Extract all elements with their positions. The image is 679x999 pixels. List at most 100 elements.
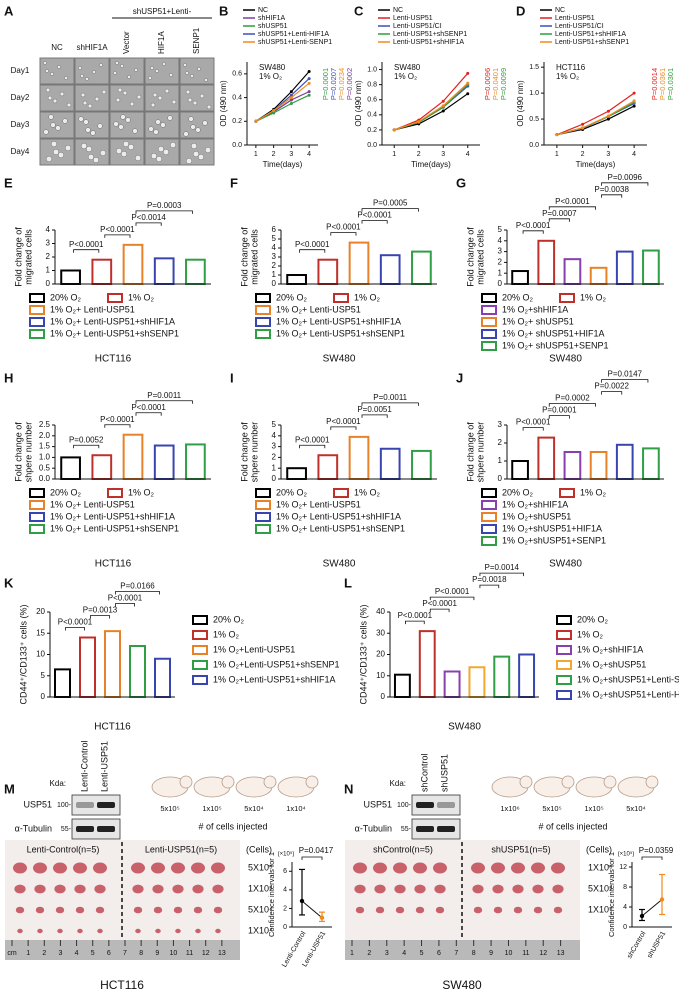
tumor <box>93 862 107 874</box>
cell-line: SW480 <box>442 978 482 992</box>
bracket <box>405 620 425 625</box>
p-value: P=0.0147 <box>608 370 643 379</box>
point <box>606 117 610 121</box>
cell <box>120 150 127 157</box>
tumor <box>37 928 43 934</box>
column-label: SENP1 <box>192 27 201 54</box>
lane-label: shUSP51 <box>439 754 449 792</box>
bracket <box>361 402 419 406</box>
panel-label: I <box>230 370 234 385</box>
legend-label: 1% O₂ <box>128 292 155 302</box>
y-tick-label: 10 <box>376 671 385 680</box>
legend-swatch <box>556 615 572 625</box>
cell <box>80 74 84 78</box>
cell-count: 5x10⁵ <box>160 804 179 813</box>
y-tick-label: 3 <box>46 239 51 248</box>
tumor <box>435 906 445 914</box>
cell-line: SW480 <box>323 559 356 570</box>
legend-label: 20% O₂ <box>213 614 245 624</box>
row-label: 1X10⁶ <box>588 862 613 872</box>
ruler-label: 13 <box>218 950 226 957</box>
series-line <box>394 72 469 131</box>
ruler-label: 4 <box>75 950 79 957</box>
blot-row-label: α-Tubulin <box>15 823 52 833</box>
cell <box>43 129 49 135</box>
cell <box>50 72 54 76</box>
cell <box>164 88 170 94</box>
legend-label: 1% O₂+ Lenti-USP51+shSENP1 <box>50 328 179 338</box>
cell <box>204 78 208 82</box>
cell-line: HCT116 <box>100 978 144 992</box>
legend-swatch <box>29 305 45 315</box>
legend-label: 20% O₂ <box>276 487 308 497</box>
bar <box>317 258 339 286</box>
y-tick-label: 2 <box>283 905 287 912</box>
p-value: P=0.0301 <box>666 68 675 100</box>
row-label: Day4 <box>11 147 30 156</box>
p-value: P=0.0401 <box>491 68 500 100</box>
legend-swatch <box>29 293 45 303</box>
tumor <box>211 862 225 874</box>
p-value: P<0.0001 <box>108 594 143 603</box>
bar <box>286 467 307 481</box>
tumor <box>551 862 565 874</box>
micrograph <box>144 57 180 85</box>
series-line <box>394 82 469 131</box>
p-value: P=0.0166 <box>120 582 155 591</box>
legend-label: 1% O₂+ Lenti-USP51+shHIF1A <box>50 511 175 521</box>
point <box>606 109 610 113</box>
cell <box>148 76 152 80</box>
ruler <box>5 940 240 960</box>
blot-kda: 55- <box>61 826 72 833</box>
cell <box>150 66 154 70</box>
blot-band <box>437 826 455 832</box>
x-tick-label: 1 <box>555 151 559 158</box>
cell <box>80 142 87 149</box>
legend-swatch <box>192 645 208 655</box>
legend-swatch <box>333 293 349 303</box>
cell-count: 1x10⁵ <box>584 804 603 813</box>
tumor <box>552 884 564 894</box>
cell-line: SW480 <box>323 354 356 365</box>
tumor <box>171 862 185 874</box>
cell <box>97 123 103 129</box>
cell <box>85 77 89 81</box>
ruler-label: cm <box>7 950 17 957</box>
cell <box>183 63 187 67</box>
panel-label: H <box>4 370 13 385</box>
legend-swatch <box>255 293 271 303</box>
cell <box>99 149 106 156</box>
mouse-head <box>561 775 575 789</box>
y-tick-label: 2 <box>46 252 51 261</box>
x-axis-label: Time(days) <box>411 160 451 169</box>
y-axis-label: Fold change of <box>239 422 249 482</box>
y-tick-label: 0.4 <box>232 94 242 101</box>
bracket <box>135 400 193 404</box>
cell <box>132 128 138 134</box>
cell <box>155 155 162 162</box>
bracket <box>429 608 450 613</box>
y-axis-label: OD (490 nm) <box>516 80 525 127</box>
cell-line: SW480 <box>549 354 582 365</box>
tumor <box>175 928 181 934</box>
cell-count: 5x10⁴ <box>244 804 264 813</box>
cell <box>169 73 173 77</box>
kda-label: Kda: <box>390 779 406 788</box>
legend-label: 1% O₂+ Lenti-USP51+shHIF1A <box>276 511 401 521</box>
y-tick-label: 1.5 <box>39 442 51 451</box>
estimate <box>639 913 645 919</box>
rows-title: (Cells) <box>586 844 612 854</box>
bracket <box>90 615 110 619</box>
p-value: P<0.0001 <box>100 225 135 234</box>
legend-label: 1% O₂+shUSP51 <box>502 511 571 521</box>
cell-count: 5x10⁵ <box>542 804 561 813</box>
cell <box>46 155 53 162</box>
legend-swatch <box>255 305 271 315</box>
cell <box>162 148 169 155</box>
cell <box>87 103 93 109</box>
y-tick-label: 0.6 <box>367 97 377 104</box>
cell <box>85 127 91 133</box>
y-tick-label: 6 <box>272 225 277 234</box>
y-tick-label: 2.0 <box>39 431 51 440</box>
cell <box>115 97 121 103</box>
